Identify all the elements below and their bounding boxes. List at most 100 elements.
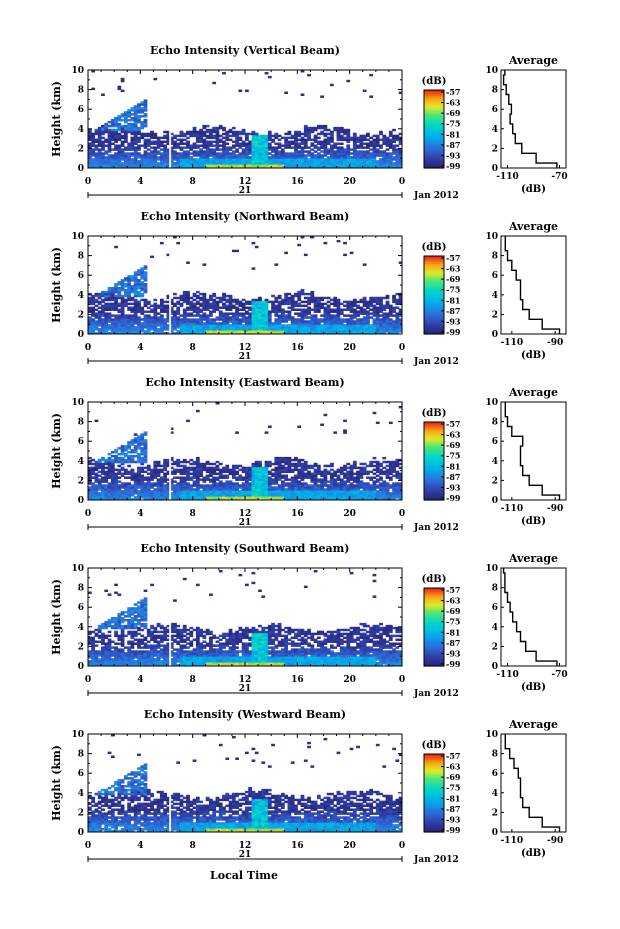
heatmap-cell [303,496,308,499]
heatmap-cell [110,318,115,321]
heatmap-cell [123,292,128,296]
heatmap-cell [114,316,118,319]
heatmap-cell [323,482,328,485]
avg-y-tick-label: 10 [485,66,498,76]
heatmap-cell [388,162,393,165]
heatmap-cell [382,312,387,315]
heatmap-cell [284,146,289,149]
heatmap-cell [130,310,135,313]
heatmap-cell [313,306,318,310]
heatmap-cell [251,468,256,472]
heatmap-cell [218,310,223,313]
heatmap-cell [199,314,203,317]
heatmap-cell [123,304,128,308]
heatmap-cell [186,306,190,310]
heatmap-cell [212,136,217,140]
heatmap-cell [398,318,403,321]
heatmap-cell [258,310,262,313]
heatmap-cell [88,154,92,157]
heatmap-cell [212,318,217,321]
heatmap-cell [277,164,282,167]
heatmap-cell [123,476,128,479]
heatmap-cell [258,478,262,481]
heatmap-cell [284,330,289,333]
heatmap-cell [398,164,403,167]
heatmap-cell [300,93,305,96]
heatmap-cell [130,132,135,136]
heatmap-cell [123,277,128,280]
heatmap-cell [182,478,187,481]
heatmap-cell [261,148,266,151]
heatmap-cell [313,296,318,300]
heatmap-cell [294,146,298,149]
heatmap-cell [300,290,305,294]
heatmap-cell [91,458,96,462]
heatmap-cell [97,144,102,147]
heatmap-cell [307,73,311,77]
heatmap-cell [339,150,344,153]
heatmap-cell [215,492,220,495]
heatmap-cell [323,474,328,477]
heatmap-cell [117,85,122,89]
heatmap-cell [120,128,125,132]
heatmap-cell [326,300,331,304]
heatmap-cell [336,310,341,313]
heatmap-cell [225,480,230,483]
heatmap-cell [222,328,226,331]
heatmap-cell [179,482,184,485]
heatmap-cell [212,320,217,323]
heatmap-cell [163,490,167,493]
colorbar-segment [424,95,444,99]
heatmap-cell [123,300,128,304]
heatmap-cell [225,312,230,315]
heatmap-cell [146,490,151,493]
heatmap-cell [323,140,328,144]
heatmap-cell [290,490,295,493]
heatmap-cell [398,138,403,142]
heatmap-cell [330,134,334,138]
heatmap-cell [297,152,302,155]
heatmap-cell [137,109,141,112]
heatmap-cell [349,162,354,165]
heatmap-cell [231,144,236,147]
heatmap-cell [294,496,298,499]
heatmap-cell [379,298,383,302]
heatmap-cell [127,166,132,169]
heatmap-cell [205,130,210,134]
heatmap-cell [176,332,181,335]
colorbar-segment [424,300,444,304]
heatmap-cell [395,324,400,327]
heatmap-cell [277,304,282,308]
heatmap-cell [173,146,177,149]
heatmap-cell [123,496,128,499]
heatmap-cell [382,332,387,335]
heatmap-cell [228,152,233,155]
heatmap-cell [199,302,203,306]
heatmap-cell [153,464,158,468]
heatmap-cell [392,162,396,165]
heatmap-cell [294,134,298,138]
heatmap-cell [254,304,259,308]
heatmap-cell [110,134,115,138]
heatmap-cell [395,134,400,138]
heatmap-cell [241,332,246,335]
heatmap-cell [352,166,357,169]
heatmap-cell [218,498,223,501]
heatmap-cell [303,488,308,491]
heatmap-cell [140,484,145,487]
colorbar-tick-label: -93 [446,316,461,326]
heatmap-cell [258,146,262,149]
heatmap-cell [254,152,259,155]
heatmap-cell [209,160,213,163]
heatmap-cell [117,318,122,321]
heatmap-cell [375,148,380,151]
heatmap-cell [215,132,220,136]
heatmap-cell [110,130,115,134]
heatmap-cell [133,310,138,313]
heatmap-cell [251,146,256,149]
heatmap-cell [303,466,308,470]
heatmap-cell [258,314,262,317]
heatmap-cell [222,474,226,477]
heatmap-cell [179,324,184,327]
heatmap-cell [88,300,92,304]
